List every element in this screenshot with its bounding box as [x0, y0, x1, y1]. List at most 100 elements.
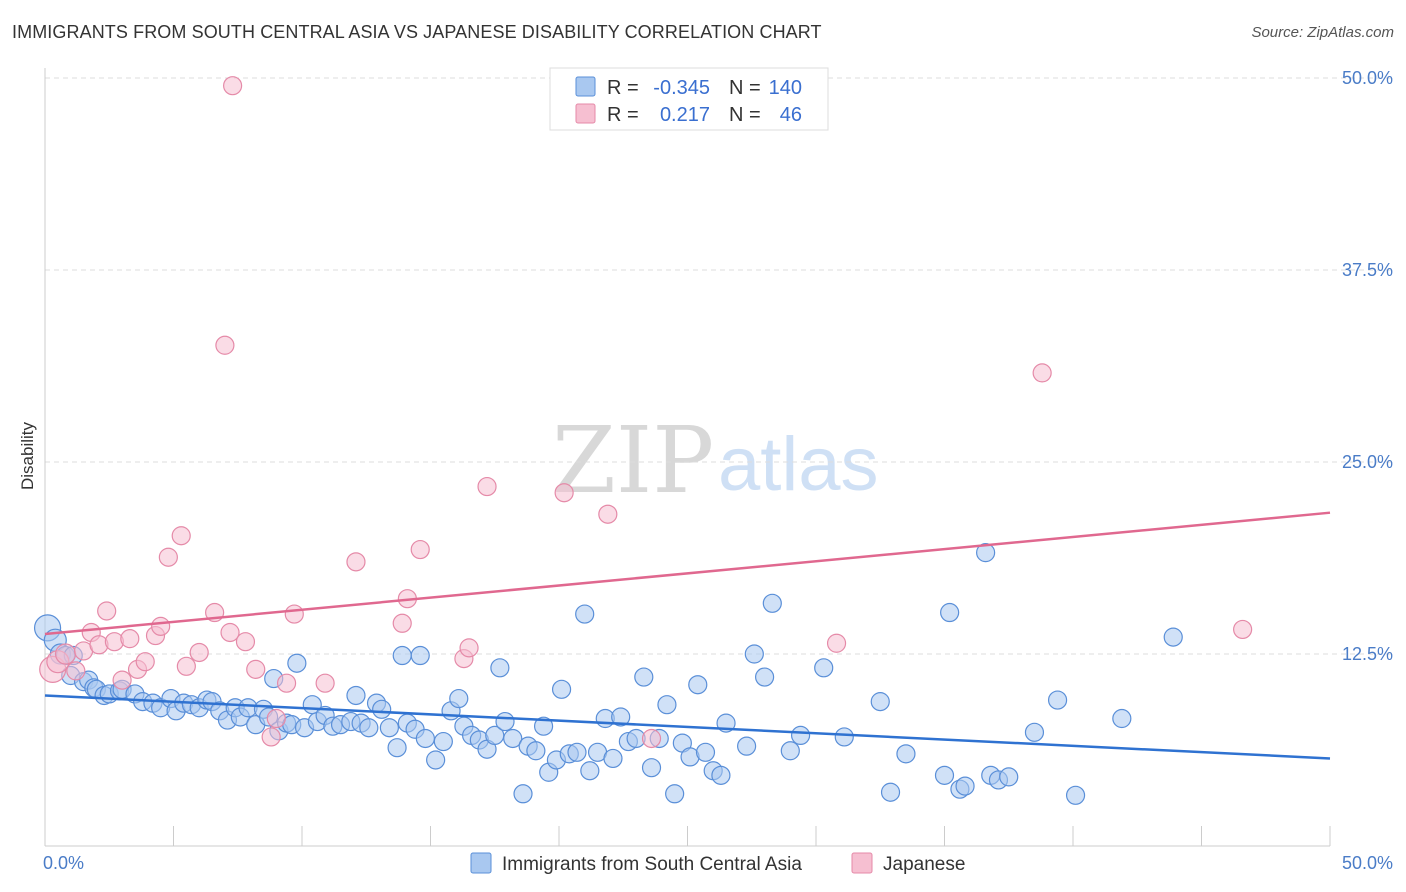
scatter-point	[554, 483, 574, 503]
legend-r-value: -0.345	[653, 77, 710, 99]
scatter-point	[598, 504, 618, 524]
scatter-point	[790, 725, 811, 746]
scatter-point	[688, 675, 708, 695]
scatter-point	[97, 601, 117, 621]
scatter-point	[575, 604, 595, 624]
scatter-point	[266, 708, 286, 729]
scatter-point	[477, 476, 497, 497]
trend-line	[44, 511, 1331, 636]
scatter-point	[940, 602, 960, 623]
legend-label-immigrants: Immigrants from South Central Asia	[502, 854, 802, 875]
scatter-point	[1024, 722, 1045, 742]
scatter-point	[711, 765, 731, 785]
scatter-point	[603, 748, 623, 769]
scatter-point	[657, 695, 677, 715]
scatter-point	[1065, 785, 1086, 805]
legend-swatch-japanese	[851, 852, 873, 874]
scatter-point	[220, 622, 240, 643]
series-immigrants-points	[33, 543, 1183, 805]
scatter-point	[533, 716, 554, 736]
scatter-point	[503, 728, 523, 749]
scatter-point	[1032, 363, 1052, 383]
scatter-point	[737, 736, 757, 756]
legend-swatch-blue	[575, 76, 596, 97]
watermark-atlas: atlas	[718, 422, 879, 507]
scatter-point	[896, 744, 916, 764]
scatter-point	[379, 718, 399, 738]
scatter-point	[955, 776, 975, 796]
x-tick-label: 50.0%	[1342, 853, 1393, 873]
scatter-point	[1112, 708, 1132, 729]
scatter-point	[433, 731, 453, 752]
scatter-point	[490, 658, 510, 678]
x-tick-label: 0.0%	[43, 853, 84, 873]
scatter-point	[346, 552, 366, 572]
legend-box	[549, 67, 829, 131]
scatter-point	[223, 76, 243, 96]
legend-r-label: R =	[607, 77, 639, 99]
scatter-point	[284, 604, 304, 624]
source-label: Source: ZipAtlas.com	[1251, 24, 1394, 41]
scatter-point	[246, 659, 266, 679]
scatter-point	[934, 765, 955, 785]
legend-n-value: 46	[780, 104, 802, 126]
scatter-point	[151, 616, 171, 636]
series-japanese-points	[39, 76, 1253, 749]
scatter-point	[410, 645, 430, 666]
y-tick-label: 50.0%	[1342, 68, 1393, 88]
scatter-point	[120, 629, 140, 649]
scatter-point	[372, 699, 392, 719]
scatter-point	[276, 673, 297, 693]
scatter-point	[870, 692, 890, 712]
scatter-point	[834, 727, 854, 747]
scatter-point	[1047, 690, 1068, 710]
scatter-point	[634, 667, 654, 687]
scatter-point	[1163, 627, 1183, 647]
scatter-point	[359, 718, 379, 738]
scatter-point	[158, 547, 178, 567]
gridlines	[45, 77, 1392, 655]
scatter-point	[171, 526, 191, 546]
scatter-point	[459, 638, 479, 658]
scatter-point	[695, 742, 716, 762]
scatter-point	[526, 741, 546, 761]
scatter-point	[235, 632, 256, 652]
scatter-point	[641, 728, 662, 749]
scatter-point	[580, 761, 600, 781]
scatter-point	[567, 742, 587, 762]
axes	[44, 68, 1331, 847]
scatter-point	[415, 728, 435, 749]
scatter-point	[189, 642, 209, 663]
scatter-point	[513, 784, 533, 804]
scatter-point	[287, 653, 307, 673]
scatter-point	[54, 643, 77, 665]
y-tick-label: 25.0%	[1342, 452, 1393, 472]
scatter-point	[392, 613, 412, 633]
scatter-point	[410, 539, 430, 560]
legend-r-label: R =	[607, 104, 639, 126]
chart-title: IMMIGRANTS FROM SOUTH CENTRAL ASIA VS JA…	[12, 22, 822, 42]
correlation-legend: R = -0.345 N = 140 R = 0.217 N = 46	[549, 67, 829, 131]
scatter-point	[754, 667, 775, 687]
legend-swatch-immigrants	[470, 852, 492, 874]
scatter-point	[176, 656, 196, 676]
scatter-point	[495, 711, 515, 732]
scatter-point	[665, 784, 685, 804]
legend-r-value: 0.217	[660, 104, 710, 126]
legend-label-japanese: Japanese	[883, 854, 965, 875]
scatter-point	[346, 685, 366, 706]
trend-lines	[44, 511, 1331, 760]
watermark: ZIP atlas	[552, 407, 879, 514]
y-tick-labels: 12.5% 25.0% 37.5% 50.0%	[1342, 68, 1393, 664]
scatter-point	[426, 750, 446, 770]
scatter-point	[999, 767, 1019, 787]
scatter-point	[135, 652, 155, 672]
scatter-point	[814, 658, 834, 678]
scatter-point	[744, 644, 764, 664]
scatter-point	[104, 632, 124, 652]
scatter-point	[66, 661, 86, 681]
scatter-point	[315, 673, 335, 693]
y-axis-title: Disability	[18, 421, 37, 490]
scatter-point	[551, 679, 572, 699]
scatter-point	[112, 670, 132, 690]
